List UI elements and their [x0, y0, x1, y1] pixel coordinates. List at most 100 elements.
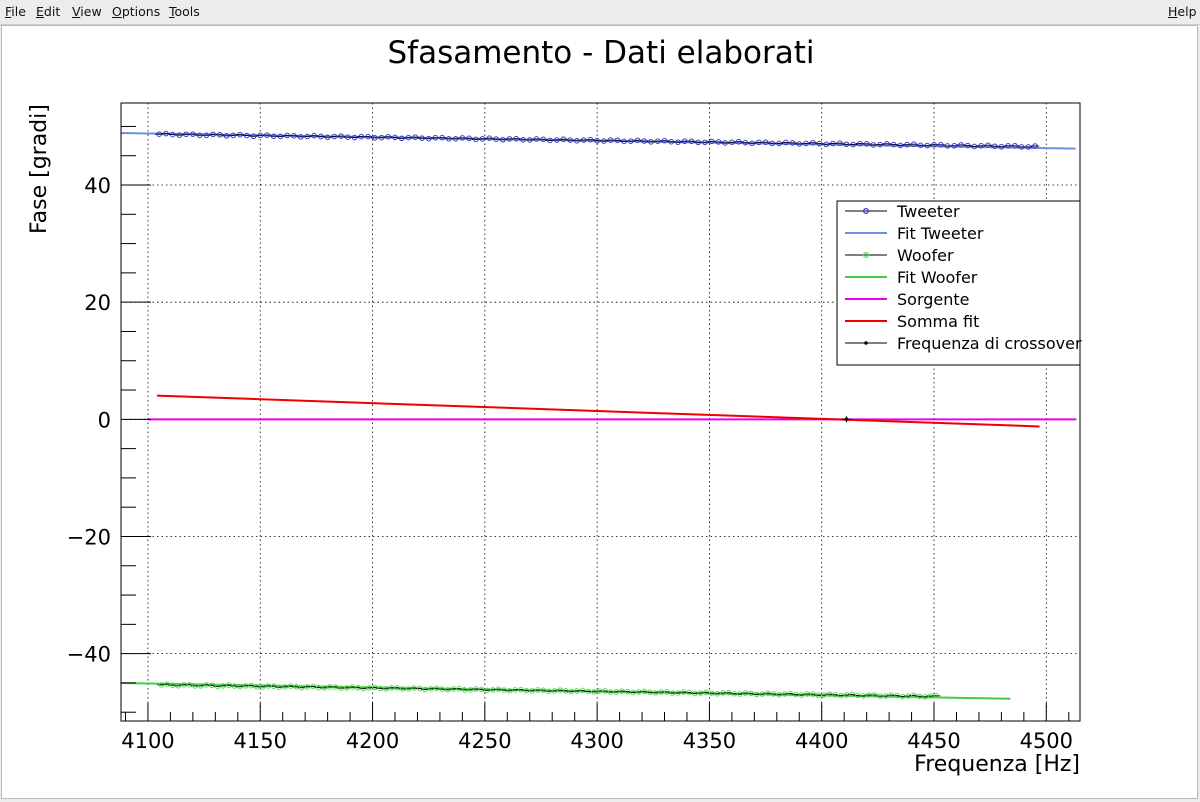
legend-entry-woofer[interactable]: Woofer — [845, 246, 954, 265]
woofer-point — [349, 684, 356, 690]
woofer-point — [748, 690, 754, 697]
tweeter-point — [641, 138, 648, 144]
tweeter-point — [540, 136, 547, 143]
tweeter-point — [917, 142, 924, 149]
woofer-point — [708, 690, 715, 696]
woofer-point — [467, 687, 474, 693]
menu-tools[interactable]: Tools — [169, 4, 200, 19]
woofer-point — [759, 691, 766, 697]
tweeter-point — [890, 141, 897, 148]
woofer-point — [209, 682, 215, 689]
tweeter-point — [830, 140, 836, 147]
tweeter-point — [823, 141, 830, 148]
tweeter-point — [264, 132, 270, 138]
somma-fit-line — [156, 394, 1040, 428]
x-tick-labels: 4100 4150 4200 4250 4300 4350 4400 4450 4500 — [121, 729, 1073, 753]
legend-entry-fit-woofer[interactable]: Fit Woofer — [845, 268, 978, 287]
tweeter-point — [526, 137, 533, 143]
legend-entry-sorgente[interactable]: Sorgente — [845, 290, 970, 309]
tweeter-point — [850, 141, 856, 148]
tweeter-point — [479, 136, 486, 142]
tweeter-point — [884, 141, 890, 147]
tweeter-point — [634, 137, 641, 144]
tweeter-point — [506, 136, 513, 142]
woofer-point — [529, 688, 535, 694]
legend-entry-somma-fit[interactable]: Somma fit — [845, 312, 979, 331]
tweeter-point — [547, 137, 553, 144]
menu-view[interactable]: View — [72, 4, 102, 19]
woofer-point — [882, 693, 889, 699]
tweeter-point — [459, 135, 466, 141]
legend[interactable]: Tweeter Fit Tweeter Woofer Fit Woofer Sorgen… — [836, 200, 1082, 366]
tweeter-point — [769, 140, 776, 147]
x-tick-label: 4350 — [683, 729, 736, 753]
woofer-point — [478, 686, 485, 693]
woofer-point — [428, 686, 434, 692]
legend-entry-tweeter[interactable]: Tweeter — [845, 202, 960, 221]
tweeter-point — [425, 135, 432, 142]
woofer-point — [355, 684, 361, 691]
tweeter-point — [405, 134, 412, 141]
woofer-point — [237, 683, 243, 690]
woofer-point — [186, 681, 193, 688]
woofer-point — [911, 692, 917, 699]
menu-options[interactable]: Options — [112, 4, 161, 19]
tweeter-point — [715, 139, 722, 145]
tweeter-point — [190, 131, 196, 137]
woofer-point — [506, 687, 513, 694]
tweeter-point — [351, 134, 358, 141]
tweeter-point — [169, 131, 176, 138]
woofer-point — [416, 685, 423, 692]
tweeter-point — [789, 140, 796, 146]
tweeter-point — [580, 137, 587, 143]
menu-file[interactable]: File — [5, 4, 26, 19]
woofer-point — [686, 689, 693, 696]
tweeter-point — [230, 132, 237, 139]
woofer-point — [293, 684, 299, 690]
woofer-point — [422, 686, 429, 693]
woofer-point — [843, 692, 850, 698]
woofer-point — [821, 692, 827, 698]
tweeter-point — [1018, 144, 1025, 150]
tweeter-point — [924, 142, 931, 149]
x-tick-label: 4500 — [1020, 729, 1073, 753]
legend-label: Frequenza di crossover — [897, 334, 1082, 353]
legend-entry-frequenza-di-crossover[interactable]: Frequenza di crossover — [845, 334, 1082, 353]
x-tick-label: 4250 — [458, 729, 511, 753]
tweeter-point — [324, 134, 331, 141]
woofer-point — [270, 683, 277, 689]
woofer-point — [832, 691, 838, 698]
woofer-point — [231, 683, 238, 689]
tweeter-point — [681, 138, 688, 145]
woofer-point — [562, 688, 569, 694]
woofer-point — [826, 691, 833, 697]
tweeter-point — [702, 139, 708, 146]
woofer-point — [405, 686, 412, 692]
tweeter-point — [877, 141, 883, 148]
tweeter-point — [803, 140, 809, 147]
tweeter-point — [742, 139, 749, 146]
woofer-point — [619, 688, 625, 694]
menu-edit[interactable]: Edit — [36, 4, 61, 19]
axis-ticks — [121, 125, 1070, 721]
tweeter-point — [237, 131, 243, 138]
menu-help[interactable]: Help — [1168, 4, 1197, 19]
tweeter-point — [998, 143, 1005, 150]
chart-svg[interactable]: Sfasamento - Dati elaborati 4100 4150 4200… — [2, 26, 1197, 798]
woofer-point — [394, 685, 401, 691]
woofer-point — [366, 685, 372, 691]
woofer-point — [551, 688, 558, 694]
legend-entry-fit-tweeter[interactable]: Fit Tweeter — [845, 224, 984, 243]
woofer-point — [703, 689, 709, 696]
tweeter-point — [371, 135, 378, 141]
x-tick-label: 4200 — [346, 729, 399, 753]
woofer-point — [697, 690, 704, 696]
x-tick-label: 4300 — [570, 729, 623, 753]
plot-canvas[interactable]: Sfasamento - Dati elaborati 4100 4150 4200… — [1, 25, 1198, 799]
y-tick-labels: −40 −20 0 20 40 — [67, 174, 111, 667]
tweeter-point — [284, 132, 290, 139]
tweeter-point — [257, 132, 264, 139]
tweeter-point — [345, 134, 351, 140]
tweeter-point — [574, 138, 580, 144]
woofer-point — [714, 691, 721, 697]
